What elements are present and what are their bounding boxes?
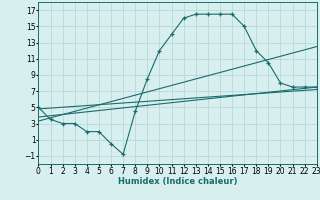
- X-axis label: Humidex (Indice chaleur): Humidex (Indice chaleur): [118, 177, 237, 186]
